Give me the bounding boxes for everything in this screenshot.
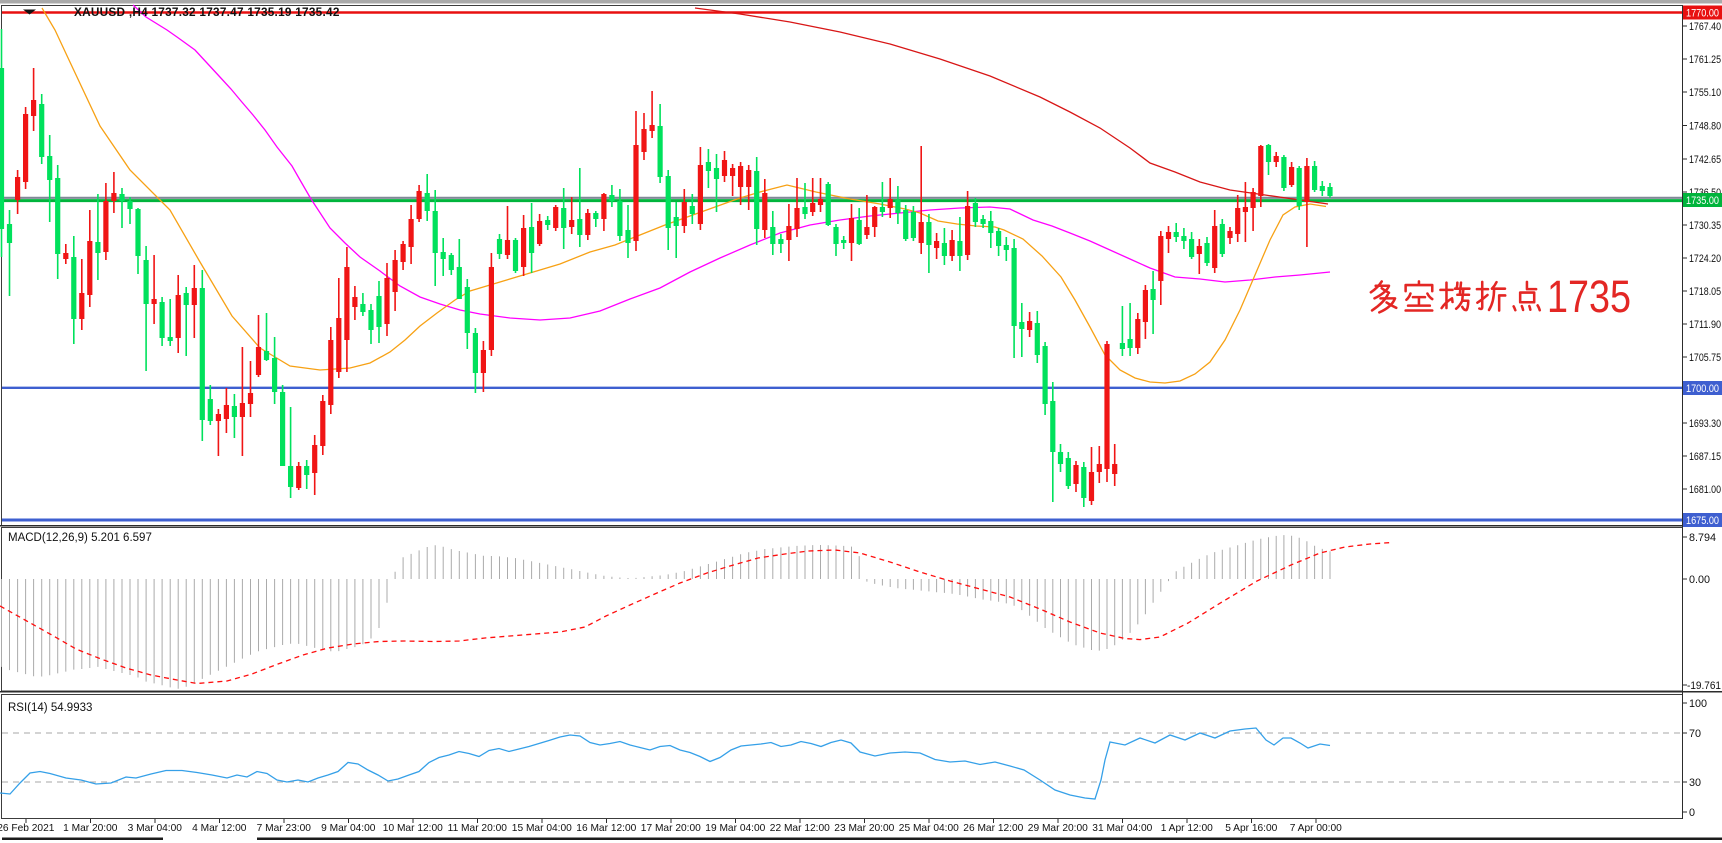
svg-text:1724.20: 1724.20 — [1689, 253, 1721, 265]
svg-text:10 Mar 12:00: 10 Mar 12:00 — [383, 823, 443, 834]
svg-text:1735: 1735 — [1547, 271, 1631, 322]
svg-text:17 Mar 20:00: 17 Mar 20:00 — [641, 823, 701, 834]
svg-text:23 Mar 20:00: 23 Mar 20:00 — [834, 823, 894, 834]
svg-text:19 Mar 04:00: 19 Mar 04:00 — [705, 823, 765, 834]
svg-text:0: 0 — [1689, 807, 1695, 819]
svg-text:1761.25: 1761.25 — [1689, 54, 1721, 66]
svg-text:XAUUSD ,H4 1737.32 1737.47 17: XAUUSD ,H4 1737.32 1737.47 1735.19 1735.… — [74, 5, 340, 19]
svg-text:7 Mar 23:00: 7 Mar 23:00 — [257, 823, 312, 834]
svg-text:4 Mar 12:00: 4 Mar 12:00 — [192, 823, 247, 834]
svg-text:1700.00: 1700.00 — [1686, 383, 1719, 395]
svg-text:15 Mar 04:00: 15 Mar 04:00 — [512, 823, 572, 834]
svg-text:100: 100 — [1689, 698, 1707, 710]
svg-text:1767.40: 1767.40 — [1689, 21, 1721, 33]
svg-text:70: 70 — [1689, 728, 1701, 740]
svg-text:1 Mar 20:00: 1 Mar 20:00 — [63, 823, 118, 834]
svg-text:1687.15: 1687.15 — [1689, 451, 1721, 463]
svg-text:8.794: 8.794 — [1689, 532, 1716, 544]
svg-text:29 Mar 20:00: 29 Mar 20:00 — [1028, 823, 1088, 834]
svg-text:16 Mar 12:00: 16 Mar 12:00 — [576, 823, 636, 834]
svg-text:1748.80: 1748.80 — [1689, 121, 1721, 133]
svg-text:1675.00: 1675.00 — [1686, 515, 1719, 527]
svg-text:1735.00: 1735.00 — [1686, 195, 1719, 207]
svg-text:11 Mar 20:00: 11 Mar 20:00 — [448, 823, 508, 834]
svg-text:1711.90: 1711.90 — [1689, 319, 1721, 331]
svg-text:1718.05: 1718.05 — [1689, 286, 1721, 298]
svg-text:9 Mar 04:00: 9 Mar 04:00 — [321, 823, 376, 834]
svg-text:5 Apr 16:00: 5 Apr 16:00 — [1225, 823, 1277, 834]
svg-text:7 Apr 00:00: 7 Apr 00:00 — [1290, 823, 1342, 834]
svg-text:3 Mar 04:00: 3 Mar 04:00 — [128, 823, 183, 834]
svg-text:0.00: 0.00 — [1689, 574, 1710, 586]
svg-text:1705.75: 1705.75 — [1689, 352, 1721, 364]
svg-text:25 Mar 04:00: 25 Mar 04:00 — [899, 823, 959, 834]
svg-text:26 Feb 2021: 26 Feb 2021 — [0, 823, 55, 834]
svg-text:MACD(12,26,9) 5.201 6.597: MACD(12,26,9) 5.201 6.597 — [8, 532, 152, 544]
svg-text:22 Mar 12:00: 22 Mar 12:00 — [770, 823, 830, 834]
svg-text:1681.00: 1681.00 — [1689, 484, 1721, 496]
svg-text:31 Mar 04:00: 31 Mar 04:00 — [1092, 823, 1152, 834]
svg-text:RSI(14) 54.9933: RSI(14) 54.9933 — [8, 702, 92, 714]
svg-text:30: 30 — [1689, 777, 1701, 789]
svg-text:1730.35: 1730.35 — [1689, 220, 1721, 232]
svg-text:1742.65: 1742.65 — [1689, 154, 1721, 166]
svg-text:-19.761: -19.761 — [1687, 680, 1721, 692]
svg-text:1 Apr 12:00: 1 Apr 12:00 — [1161, 823, 1213, 834]
svg-text:1770.00: 1770.00 — [1686, 8, 1719, 20]
svg-text:1755.10: 1755.10 — [1689, 87, 1721, 99]
svg-text:26 Mar 12:00: 26 Mar 12:00 — [963, 823, 1023, 834]
svg-text:1693.30: 1693.30 — [1689, 418, 1721, 430]
